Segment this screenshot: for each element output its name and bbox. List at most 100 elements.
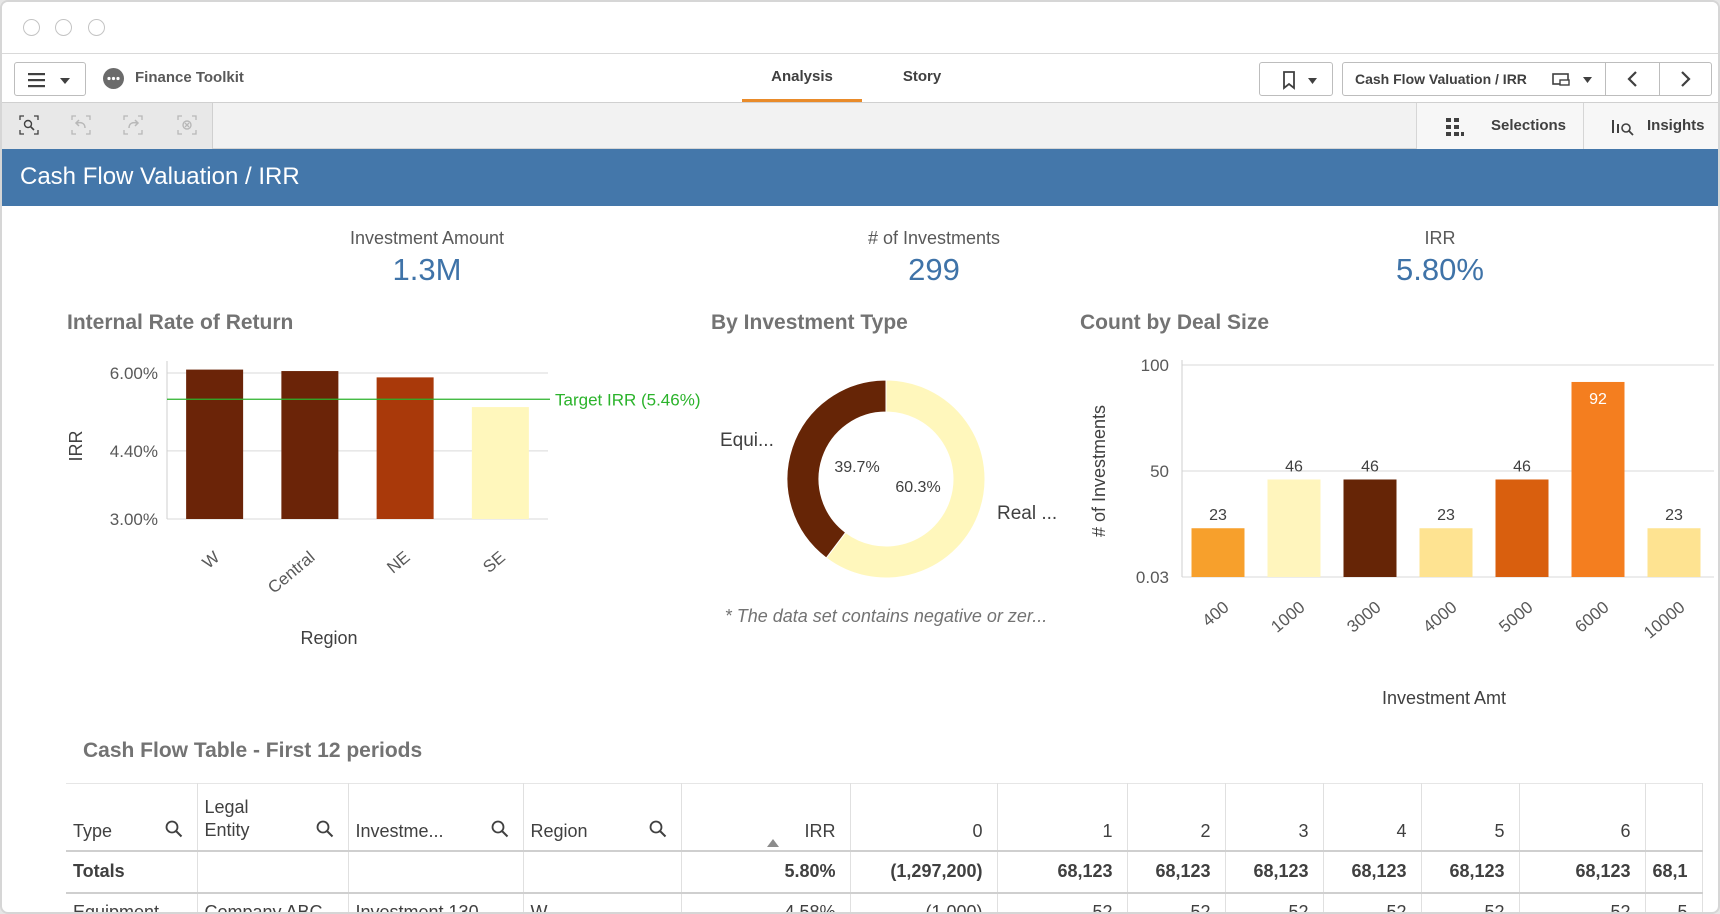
- insights-button[interactable]: Insights: [1583, 103, 1718, 149]
- tab-story[interactable]: Story: [902, 68, 942, 85]
- bar: [1571, 381, 1625, 577]
- window-minimize-button[interactable]: [55, 19, 72, 36]
- data-label: 46: [1361, 458, 1379, 475]
- totals-row: Totals 5.80% (1,297,200) 68,123 68,123 68,123…: [66, 849, 1703, 894]
- column-header-label: 6: [1620, 820, 1631, 841]
- search-icon[interactable]: [316, 820, 334, 838]
- column-header[interactable]: Region: [523, 783, 682, 851]
- column-header[interactable]: 6: [1519, 783, 1646, 851]
- kpi-label: IRR: [1424, 228, 1456, 248]
- column-header[interactable]: 3: [1225, 783, 1324, 851]
- column-header-label: Legal Entity: [204, 796, 250, 840]
- table-cell[interactable]: W: [523, 892, 682, 912]
- bar: [1495, 479, 1549, 577]
- chevron-down-icon: [60, 78, 70, 84]
- column-header[interactable]: 5: [1421, 783, 1520, 851]
- table-cell[interactable]: 52: [1421, 892, 1520, 912]
- y-tick-label: 100: [1141, 356, 1169, 375]
- table-cell[interactable]: 52: [1127, 892, 1226, 912]
- totals-cell: [197, 849, 349, 894]
- column-header[interactable]: 2: [1127, 783, 1226, 851]
- clear-selections-button[interactable]: [177, 115, 197, 135]
- y-tick-label: 0.03: [1136, 568, 1169, 587]
- previous-sheet-button[interactable]: [1606, 63, 1659, 95]
- column-header[interactable]: Legal Entity: [197, 783, 349, 851]
- bar: [1267, 479, 1321, 577]
- window-maximize-button[interactable]: [88, 19, 105, 36]
- column-header-label: 3: [1298, 820, 1309, 841]
- totals-cell: (1,297,200): [850, 849, 998, 894]
- next-sheet-button[interactable]: [1660, 63, 1711, 95]
- irr-by-region-chart[interactable]: 3.00% 4.40% 6.00% IRR W Central NE SE Target IRR…: [62, 342, 712, 722]
- search-icon[interactable]: [165, 820, 183, 838]
- y-tick-label: 4.40%: [110, 442, 158, 461]
- table-cell[interactable]: Equipment: [66, 892, 198, 912]
- kpi-investment-amount[interactable]: Investment Amount 1.3M: [277, 228, 577, 288]
- column-header-label: 2: [1200, 820, 1211, 841]
- table-cell[interactable]: 52: [1323, 892, 1422, 912]
- kpi-label: Investment Amount: [349, 228, 505, 248]
- kpi-number-of-investments[interactable]: # of Investments 299: [784, 228, 1084, 288]
- table-cell[interactable]: 52: [1225, 892, 1324, 912]
- y-axis-label: # of Investments: [1089, 405, 1109, 537]
- table-cell[interactable]: Company ABC: [197, 892, 349, 912]
- step-back-button[interactable]: [71, 115, 91, 135]
- column-header[interactable]: 4: [1323, 783, 1422, 851]
- bookmarks-button[interactable]: [1259, 62, 1333, 96]
- totals-cell: 68,123: [1127, 849, 1226, 894]
- table-row[interactable]: Equipment Company ABC Investment 130 W 4.58%…: [66, 892, 1703, 912]
- totals-cell: 68,123: [1519, 849, 1646, 894]
- selections-grid-icon: [1446, 118, 1464, 136]
- column-header-label: 5: [1494, 820, 1505, 841]
- column-header[interactable]: Investme...: [348, 783, 524, 851]
- smart-search-icon: [19, 115, 39, 135]
- y-axis-label: IRR: [66, 431, 86, 462]
- step-forward-button[interactable]: [123, 115, 143, 135]
- sheet-navigator[interactable]: Cash Flow Valuation / IRR: [1342, 62, 1712, 96]
- column-header[interactable]: 0: [850, 783, 998, 851]
- active-tab-indicator: [742, 99, 862, 102]
- selections-button[interactable]: Selections: [1416, 103, 1583, 149]
- bar: [1647, 528, 1701, 577]
- step-back-icon: [71, 115, 91, 135]
- table-cell[interactable]: 52: [1519, 892, 1646, 912]
- investment-type-donut-chart[interactable]: 39.7% 60.3% Equi... Real ... * The data set …: [702, 342, 1082, 642]
- totals-cell: 5.80%: [681, 849, 851, 894]
- x-tick-label: 10000: [1640, 598, 1688, 643]
- table-cell[interactable]: Investment 130: [348, 892, 524, 912]
- window-close-button[interactable]: [23, 19, 40, 36]
- search-icon[interactable]: [649, 820, 667, 838]
- data-label: 46: [1513, 458, 1531, 475]
- navigation-menu-button[interactable]: [14, 62, 86, 96]
- table-cell[interactable]: 52: [997, 892, 1128, 912]
- selections-label: Selections: [1491, 117, 1567, 134]
- sort-ascending-icon[interactable]: [766, 838, 780, 848]
- x-axis-label: Region: [300, 628, 357, 648]
- slice-category-label: Equi...: [720, 430, 774, 451]
- investment-type-chart-title: By Investment Type: [711, 311, 908, 334]
- smart-search-button[interactable]: [19, 115, 39, 135]
- table-cell[interactable]: 5: [1645, 892, 1703, 912]
- count-by-deal-size-chart[interactable]: 0.03 50 100 # of Investments 23 400 46 1000 46 30…: [1082, 342, 1720, 722]
- table-cell[interactable]: (1,000): [850, 892, 998, 912]
- column-header[interactable]: IRR: [681, 783, 851, 851]
- kpi-irr[interactable]: IRR 5.80%: [1290, 228, 1590, 288]
- bar: [471, 407, 529, 519]
- table-cell[interactable]: 4.58%: [681, 892, 851, 912]
- chevron-right-icon: [1681, 71, 1691, 87]
- search-icon[interactable]: [491, 820, 509, 838]
- bar: [186, 369, 244, 519]
- donut-slice: [825, 379, 986, 579]
- totals-cell: 68,123: [997, 849, 1128, 894]
- data-label: 92: [1589, 391, 1607, 408]
- x-tick-label: 5000: [1495, 598, 1536, 637]
- table-title: Cash Flow Table - First 12 periods: [83, 739, 423, 762]
- column-header[interactable]: 1: [997, 783, 1128, 851]
- x-tick-label: Central: [264, 548, 318, 598]
- app-name: Finance Toolkit: [135, 69, 244, 86]
- totals-cell: 68,1: [1645, 849, 1703, 894]
- column-header[interactable]: Type: [66, 783, 198, 851]
- tab-analysis[interactable]: Analysis: [771, 68, 833, 85]
- bar: [1343, 479, 1397, 577]
- column-header[interactable]: [1645, 783, 1703, 851]
